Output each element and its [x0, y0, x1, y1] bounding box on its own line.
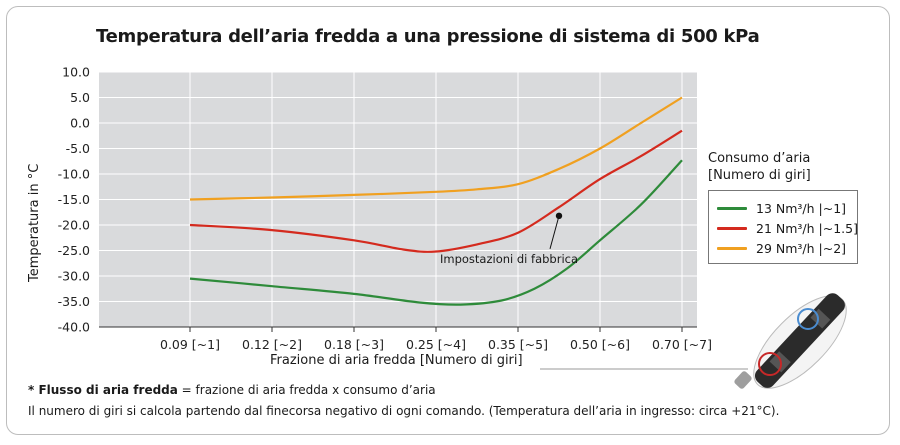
figure-frame [6, 6, 890, 435]
legend-label-29: 29 Nm³/h |~2] [756, 240, 847, 256]
vortex-tube-image [734, 293, 847, 389]
series-line-0 [189, 159, 683, 306]
x-tick-label: 0.70 [~7] [652, 337, 712, 352]
y-tick-label: 0.0 [70, 116, 90, 131]
y-tick-label: -25.0 [58, 243, 90, 258]
y-tick-label: -5.0 [66, 141, 90, 156]
legend-swatch-red [717, 226, 747, 230]
legend-swatch-orange [717, 246, 747, 250]
x-tick-label: 0.18 [~3] [324, 337, 384, 352]
legend-entry-13: 13 Nm³/h |~1] [717, 198, 846, 218]
legend-title: Consumo d’aria [Numero di giri] [708, 151, 811, 183]
x-tick-label: 0.35 [~5] [488, 337, 548, 352]
legend-label-13: 13 Nm³/h |~1] [756, 200, 847, 216]
y-tick-label: -40.0 [58, 320, 90, 335]
annotation-leader [549, 215, 560, 249]
y-tick-label: -20.0 [58, 218, 90, 233]
y-tick-label: -35.0 [58, 294, 90, 309]
footnote-bold: * Flusso di aria fredda [28, 383, 178, 397]
y-tick-label: -15.0 [58, 192, 90, 207]
footnote-rest: = frazione di aria fredda x consumo d’ar… [177, 383, 436, 397]
legend-entry-29: 29 Nm³/h |~2] [717, 238, 846, 258]
x-axis-label: Frazione di aria fredda [Numero di giri] [270, 353, 523, 368]
legend: 13 Nm³/h |~1] 21 Nm³/h |~1.5] 29 Nm³/h |… [708, 190, 858, 264]
y-tick-label: 10.0 [62, 65, 90, 80]
x-tick-label: 0.09 [~1] [160, 337, 220, 352]
annotation-label: Impostazioni di fabbrica [440, 252, 578, 266]
x-tick-label: 0.25 [~4] [406, 337, 466, 352]
series-line-2 [189, 96, 683, 201]
chart-title: Temperatura dell’aria fredda a una press… [96, 26, 760, 47]
legend-label-21: 21 Nm³/h |~1.5] [756, 220, 858, 236]
series-line-1 [189, 129, 683, 253]
legend-entry-21: 21 Nm³/h |~1.5] [717, 218, 858, 238]
footnote-note: Il numero di giri si calcola partendo da… [28, 404, 780, 418]
x-tick-label: 0.12 [~2] [242, 337, 302, 352]
y-tick-label: -30.0 [58, 269, 90, 284]
y-tick-label: -10.0 [58, 167, 90, 182]
y-tick-label: 5.0 [70, 90, 90, 105]
footnote-definition: * Flusso di aria fredda = frazione di ar… [28, 383, 436, 397]
legend-swatch-green [717, 206, 747, 210]
x-tick-label: 0.50 [~6] [570, 337, 630, 352]
